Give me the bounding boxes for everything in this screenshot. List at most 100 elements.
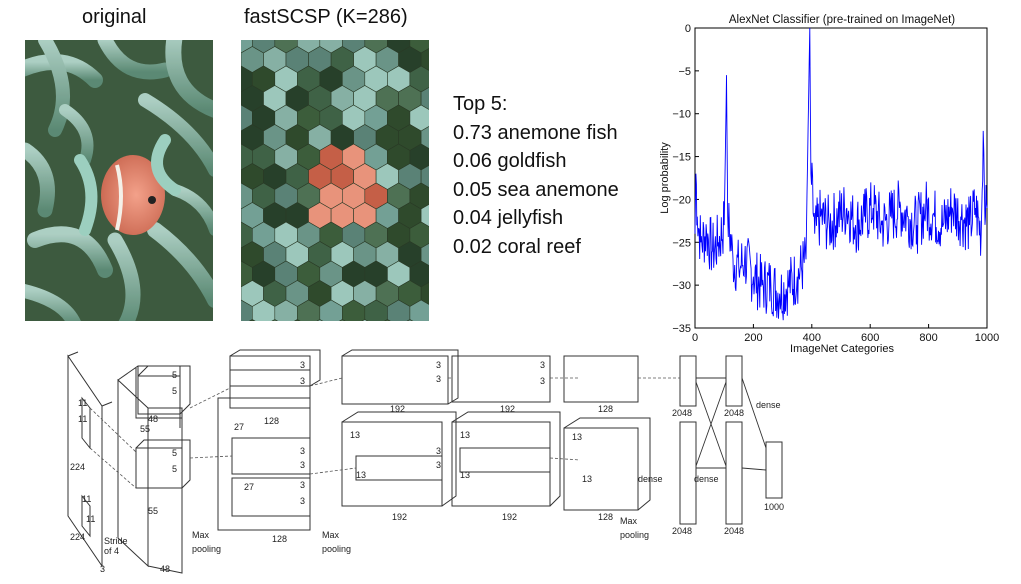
size-label: 13 [460, 430, 470, 440]
superpixel-photo-art [241, 40, 429, 321]
kernel-size-label: 3 [300, 376, 305, 386]
x-tick-label: 200 [744, 332, 762, 344]
dense-label: dense [638, 474, 663, 484]
kernel-size-label: 3 [300, 360, 305, 370]
y-tick-label: −25 [672, 237, 691, 249]
pool-label: Max [192, 530, 210, 540]
top5-score: 0.05 [453, 178, 492, 201]
superpixel-cell [316, 319, 324, 321]
depth-label: 192 [502, 512, 517, 522]
depth-label: 128 [598, 512, 613, 522]
kernel-size-label: 3 [436, 360, 441, 370]
y-tick-label: −15 [672, 152, 691, 164]
superpixel-cell [339, 319, 346, 321]
pool-label: Max [322, 530, 340, 540]
kernel-size-label: 11 [78, 398, 87, 408]
kernel-size-label: 11 [82, 494, 91, 504]
input-kernel-bottom [81, 494, 91, 538]
top5-item: 0.06 goldfish [453, 147, 619, 176]
x-axis-label: ImageNet Categories [790, 343, 894, 355]
kernel-size-label: 3 [436, 374, 441, 384]
depth-label: 48 [160, 564, 170, 574]
kernel-size-label: 3 [436, 460, 441, 470]
dense-label: dense [756, 400, 781, 410]
log-probability-series [694, 27, 988, 321]
top5-item: 0.73 anemone fish [453, 119, 619, 148]
conv3-top [341, 355, 449, 405]
x-tick-label: 0 [692, 332, 698, 344]
kernel-size-label: 5 [172, 448, 177, 458]
conv5-top [563, 355, 639, 403]
top5-score: 0.73 [453, 121, 492, 144]
top5-item: 0.05 sea anemone [453, 176, 619, 205]
size-label: 55 [148, 506, 158, 516]
y-axis-ticks: 0 −5 −10 −15 −20 −25 −30 −35 [672, 23, 699, 335]
superpixel-cell [406, 319, 414, 321]
size-label: 13 [582, 474, 592, 484]
kernel-size-label: 3 [540, 360, 545, 370]
dense-label: dense [694, 474, 719, 484]
superpixel-cell [249, 319, 256, 321]
fc-size-label: 2048 [724, 408, 744, 418]
plot-frame [694, 27, 988, 329]
fc-size-label: 2048 [672, 408, 692, 418]
y-tick-label: −20 [672, 194, 691, 206]
superpixel-caption: fastSCSP (K=286) [244, 6, 408, 28]
stride-label: of 4 [104, 546, 119, 556]
kernel-size-label: 3 [436, 446, 441, 456]
output-layer-box [765, 441, 783, 499]
x-tick-label: 600 [861, 332, 879, 344]
y-tick-label: −35 [672, 323, 691, 335]
y-tick-label: −30 [672, 280, 691, 292]
y-tick-label: −5 [678, 66, 691, 78]
kernel-size-label: 5 [172, 464, 177, 474]
top5-label: goldfish [497, 150, 567, 172]
kernel-size-label: 5 [172, 386, 177, 396]
dense1-bottom [679, 421, 697, 525]
original-fish-photo [25, 40, 213, 321]
depth-label: 192 [392, 512, 407, 522]
y-tick-label: −10 [672, 109, 691, 121]
x-tick-label: 400 [803, 332, 821, 344]
kernel-size-label: 3 [540, 376, 545, 386]
pool-label: Max [620, 516, 638, 526]
kernel-size-label: 3 [300, 480, 305, 490]
conv4-top [451, 355, 551, 403]
input-size-label: 224 [70, 462, 85, 472]
top5-item: 0.04 jellyfish [453, 204, 619, 233]
top5-label: sea anemone [497, 178, 619, 201]
size-label: 55 [140, 424, 150, 434]
conv2-bottom-a [231, 437, 311, 475]
channel-label: 3 [100, 564, 105, 574]
y-tick-label: 0 [685, 23, 691, 35]
kernel-size-label: 5 [172, 370, 177, 380]
superpixel-cell [271, 319, 278, 321]
size-label: 13 [572, 432, 582, 442]
dense2-top [725, 355, 743, 407]
chart-title: AlexNet Classifier (pre-trained on Image… [729, 14, 955, 26]
size-label: 27 [244, 482, 254, 492]
top5-label: coral reef [497, 235, 581, 258]
input-size-label: 224 [70, 532, 85, 542]
depth-label: 128 [598, 404, 613, 414]
top5-label: anemone fish [497, 121, 618, 144]
depth-label: 192 [500, 404, 515, 414]
depth-label: 128 [264, 416, 279, 426]
original-caption: original [82, 6, 147, 28]
pool-label: pooling [192, 544, 221, 554]
superpixel-fish-photo [241, 40, 429, 321]
size-label: 27 [234, 422, 244, 432]
depth-label: 48 [148, 414, 158, 424]
stride-label: Stride [104, 536, 128, 546]
kernel-size-label: 3 [300, 496, 305, 506]
log-probability-chart: AlexNet Classifier (pre-trained on Image… [659, 14, 999, 355]
alexnet-architecture-diagram: 11 11 224 11 11 224 3 Stride of 4 55 55 … [67, 349, 784, 574]
pool-label: pooling [322, 544, 351, 554]
superpixel-cell [384, 319, 391, 321]
y-axis-label: Log probability [659, 142, 671, 214]
size-label: 13 [460, 470, 470, 480]
output-size-label: 1000 [764, 502, 784, 512]
pool-label: pooling [620, 530, 649, 540]
kernel-size-label: 3 [300, 446, 305, 456]
top5-list: Top 5: 0.73 anemone fish 0.06 goldfish 0… [453, 90, 619, 261]
